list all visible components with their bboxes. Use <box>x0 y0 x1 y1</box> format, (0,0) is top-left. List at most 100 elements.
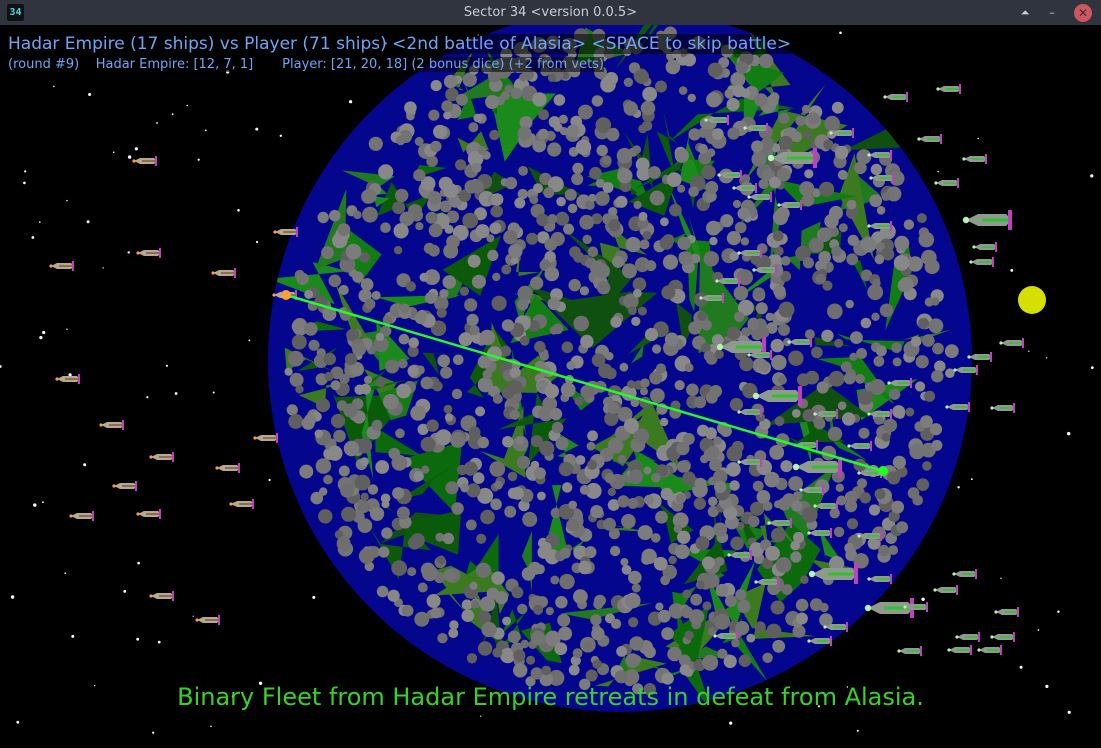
cloud <box>737 299 754 316</box>
planet[interactable] <box>268 25 972 714</box>
cloud <box>330 366 344 380</box>
cloud <box>829 508 840 519</box>
cloud <box>664 332 679 347</box>
terrain-patch <box>521 531 532 593</box>
cloud <box>525 676 536 687</box>
cloud <box>905 407 915 417</box>
star <box>53 85 55 88</box>
cloud <box>284 367 293 376</box>
cloud <box>490 205 503 218</box>
cloud <box>585 482 602 499</box>
cloud <box>723 505 738 520</box>
cloud <box>529 195 539 205</box>
cloud <box>543 187 555 199</box>
cloud <box>371 419 383 431</box>
cloud <box>747 317 760 330</box>
cloud <box>917 317 930 330</box>
cloud <box>731 440 744 453</box>
cloud <box>668 555 677 565</box>
cloud <box>439 289 449 299</box>
cloud <box>645 260 657 272</box>
close-button[interactable]: ✕ <box>1074 4 1092 22</box>
cloud <box>729 251 739 261</box>
star <box>137 561 140 565</box>
cloud <box>835 483 844 492</box>
cloud <box>703 527 715 538</box>
cloud <box>758 361 770 373</box>
cloud <box>772 209 789 226</box>
star <box>146 396 149 399</box>
cloud <box>773 284 786 298</box>
cloud <box>580 334 594 349</box>
cloud <box>555 436 569 451</box>
cloud <box>579 485 590 495</box>
cloud <box>513 663 528 678</box>
cloud <box>440 366 453 379</box>
star <box>86 220 90 224</box>
cloud <box>731 638 740 648</box>
cloud <box>466 313 479 326</box>
star <box>204 129 207 132</box>
cloud <box>754 93 768 107</box>
cloud <box>424 269 440 286</box>
shade-button[interactable]: ⏶ <box>1020 6 1030 19</box>
cloud <box>339 373 350 384</box>
cloud <box>405 281 416 292</box>
cloud <box>730 72 746 87</box>
cloud <box>682 471 696 485</box>
cloud <box>669 203 682 217</box>
cloud <box>380 222 391 233</box>
cloud <box>460 483 470 493</box>
cloud <box>643 466 652 475</box>
cloud <box>445 481 459 495</box>
cloud <box>821 329 834 342</box>
terrain-patch <box>599 226 648 275</box>
cloud <box>697 143 708 154</box>
cloud <box>597 281 611 295</box>
cloud <box>772 230 784 242</box>
cloud <box>489 129 500 141</box>
cloud <box>733 311 745 322</box>
star <box>68 373 72 377</box>
cloud <box>886 186 902 202</box>
cloud <box>788 350 804 366</box>
cloud <box>515 436 525 445</box>
star <box>971 478 973 481</box>
cloud <box>874 254 885 265</box>
cloud <box>616 147 633 164</box>
cloud <box>892 357 902 367</box>
cloud <box>595 117 612 133</box>
cloud <box>373 336 389 353</box>
cloud <box>824 213 839 229</box>
cloud <box>541 665 551 676</box>
cloud <box>319 487 328 496</box>
cloud <box>845 299 854 309</box>
cloud <box>623 101 638 116</box>
cloud <box>487 249 499 261</box>
cloud <box>449 620 459 630</box>
cloud <box>362 206 378 223</box>
cloud <box>364 375 373 384</box>
cloud <box>609 545 621 557</box>
cloud <box>462 212 479 229</box>
cloud <box>604 367 617 380</box>
cloud <box>713 436 722 445</box>
cloud <box>773 500 782 509</box>
cloud <box>687 93 696 103</box>
cloud <box>875 345 887 357</box>
minimize-button[interactable]: – <box>1049 6 1055 19</box>
cloud <box>537 491 546 501</box>
cloud <box>881 192 891 201</box>
cloud <box>426 155 438 167</box>
cloud <box>915 381 926 392</box>
cloud <box>304 289 314 299</box>
cloud <box>545 607 554 616</box>
cloud <box>420 436 436 452</box>
star <box>349 100 353 104</box>
cloud <box>690 253 701 264</box>
battle-scene[interactable] <box>0 25 1101 748</box>
cloud <box>570 655 581 666</box>
cloud <box>533 604 544 615</box>
cloud <box>756 490 771 504</box>
app-icon[interactable]: 34 <box>7 4 24 21</box>
